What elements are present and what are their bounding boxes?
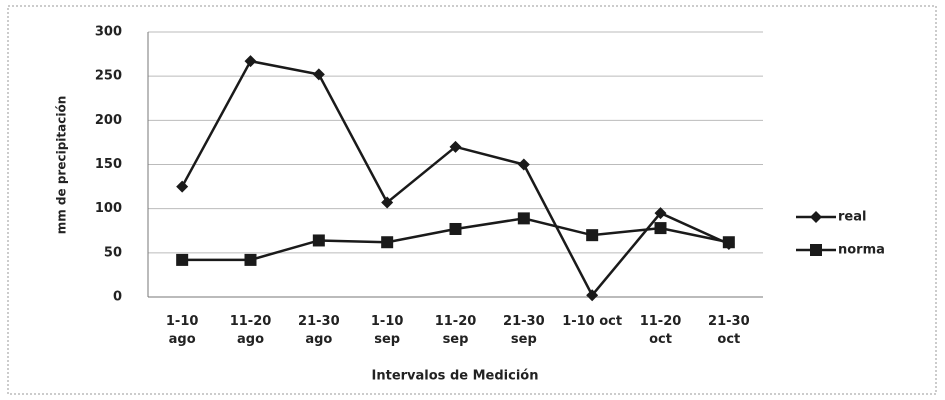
x-axis-title: Intervalos de Medición — [372, 369, 539, 384]
marker — [654, 222, 667, 235]
marker — [244, 55, 257, 68]
marker — [312, 68, 325, 81]
marker — [244, 253, 257, 266]
x-tick-label: 1-10 ago — [165, 314, 199, 347]
x-tick-label: 21-30 ago — [298, 314, 340, 347]
marker — [381, 196, 394, 209]
x-tick-label: 11-20 oct — [639, 314, 682, 347]
y-axis-title: mm de precipitación — [55, 96, 69, 235]
x-tick-label: 21-30 sep — [503, 314, 545, 347]
marker — [810, 244, 822, 256]
series-line — [181, 59, 730, 298]
legend-label: real — [838, 210, 866, 225]
marker — [586, 289, 599, 302]
marker — [381, 236, 394, 249]
x-tick-label: 1-10 sep — [370, 314, 404, 347]
marker — [517, 158, 530, 171]
y-tick-label: 150 — [95, 157, 122, 172]
marker — [449, 140, 462, 153]
y-tick-label: 0 — [113, 290, 122, 305]
x-tick-label: 11-20 sep — [434, 314, 477, 347]
marker — [176, 180, 189, 193]
legend-label: norma — [838, 243, 885, 258]
marker — [722, 236, 735, 249]
y-tick-label: 300 — [95, 25, 122, 40]
chart-border — [7, 5, 937, 395]
marker — [654, 207, 667, 220]
y-tick-label: 200 — [95, 113, 122, 128]
x-tick-label: 11-20 ago — [229, 314, 272, 347]
marker — [586, 229, 599, 242]
marker — [810, 211, 822, 223]
y-tick-label: 50 — [104, 245, 122, 260]
x-tick-label: 21-30 oct — [708, 314, 750, 347]
y-tick-label: 250 — [95, 69, 122, 84]
marker — [176, 253, 189, 266]
marker — [312, 234, 325, 247]
marker — [449, 222, 462, 235]
x-tick-label: 1-10 oct — [562, 314, 623, 329]
marker — [517, 212, 530, 225]
y-tick-label: 100 — [95, 201, 122, 216]
